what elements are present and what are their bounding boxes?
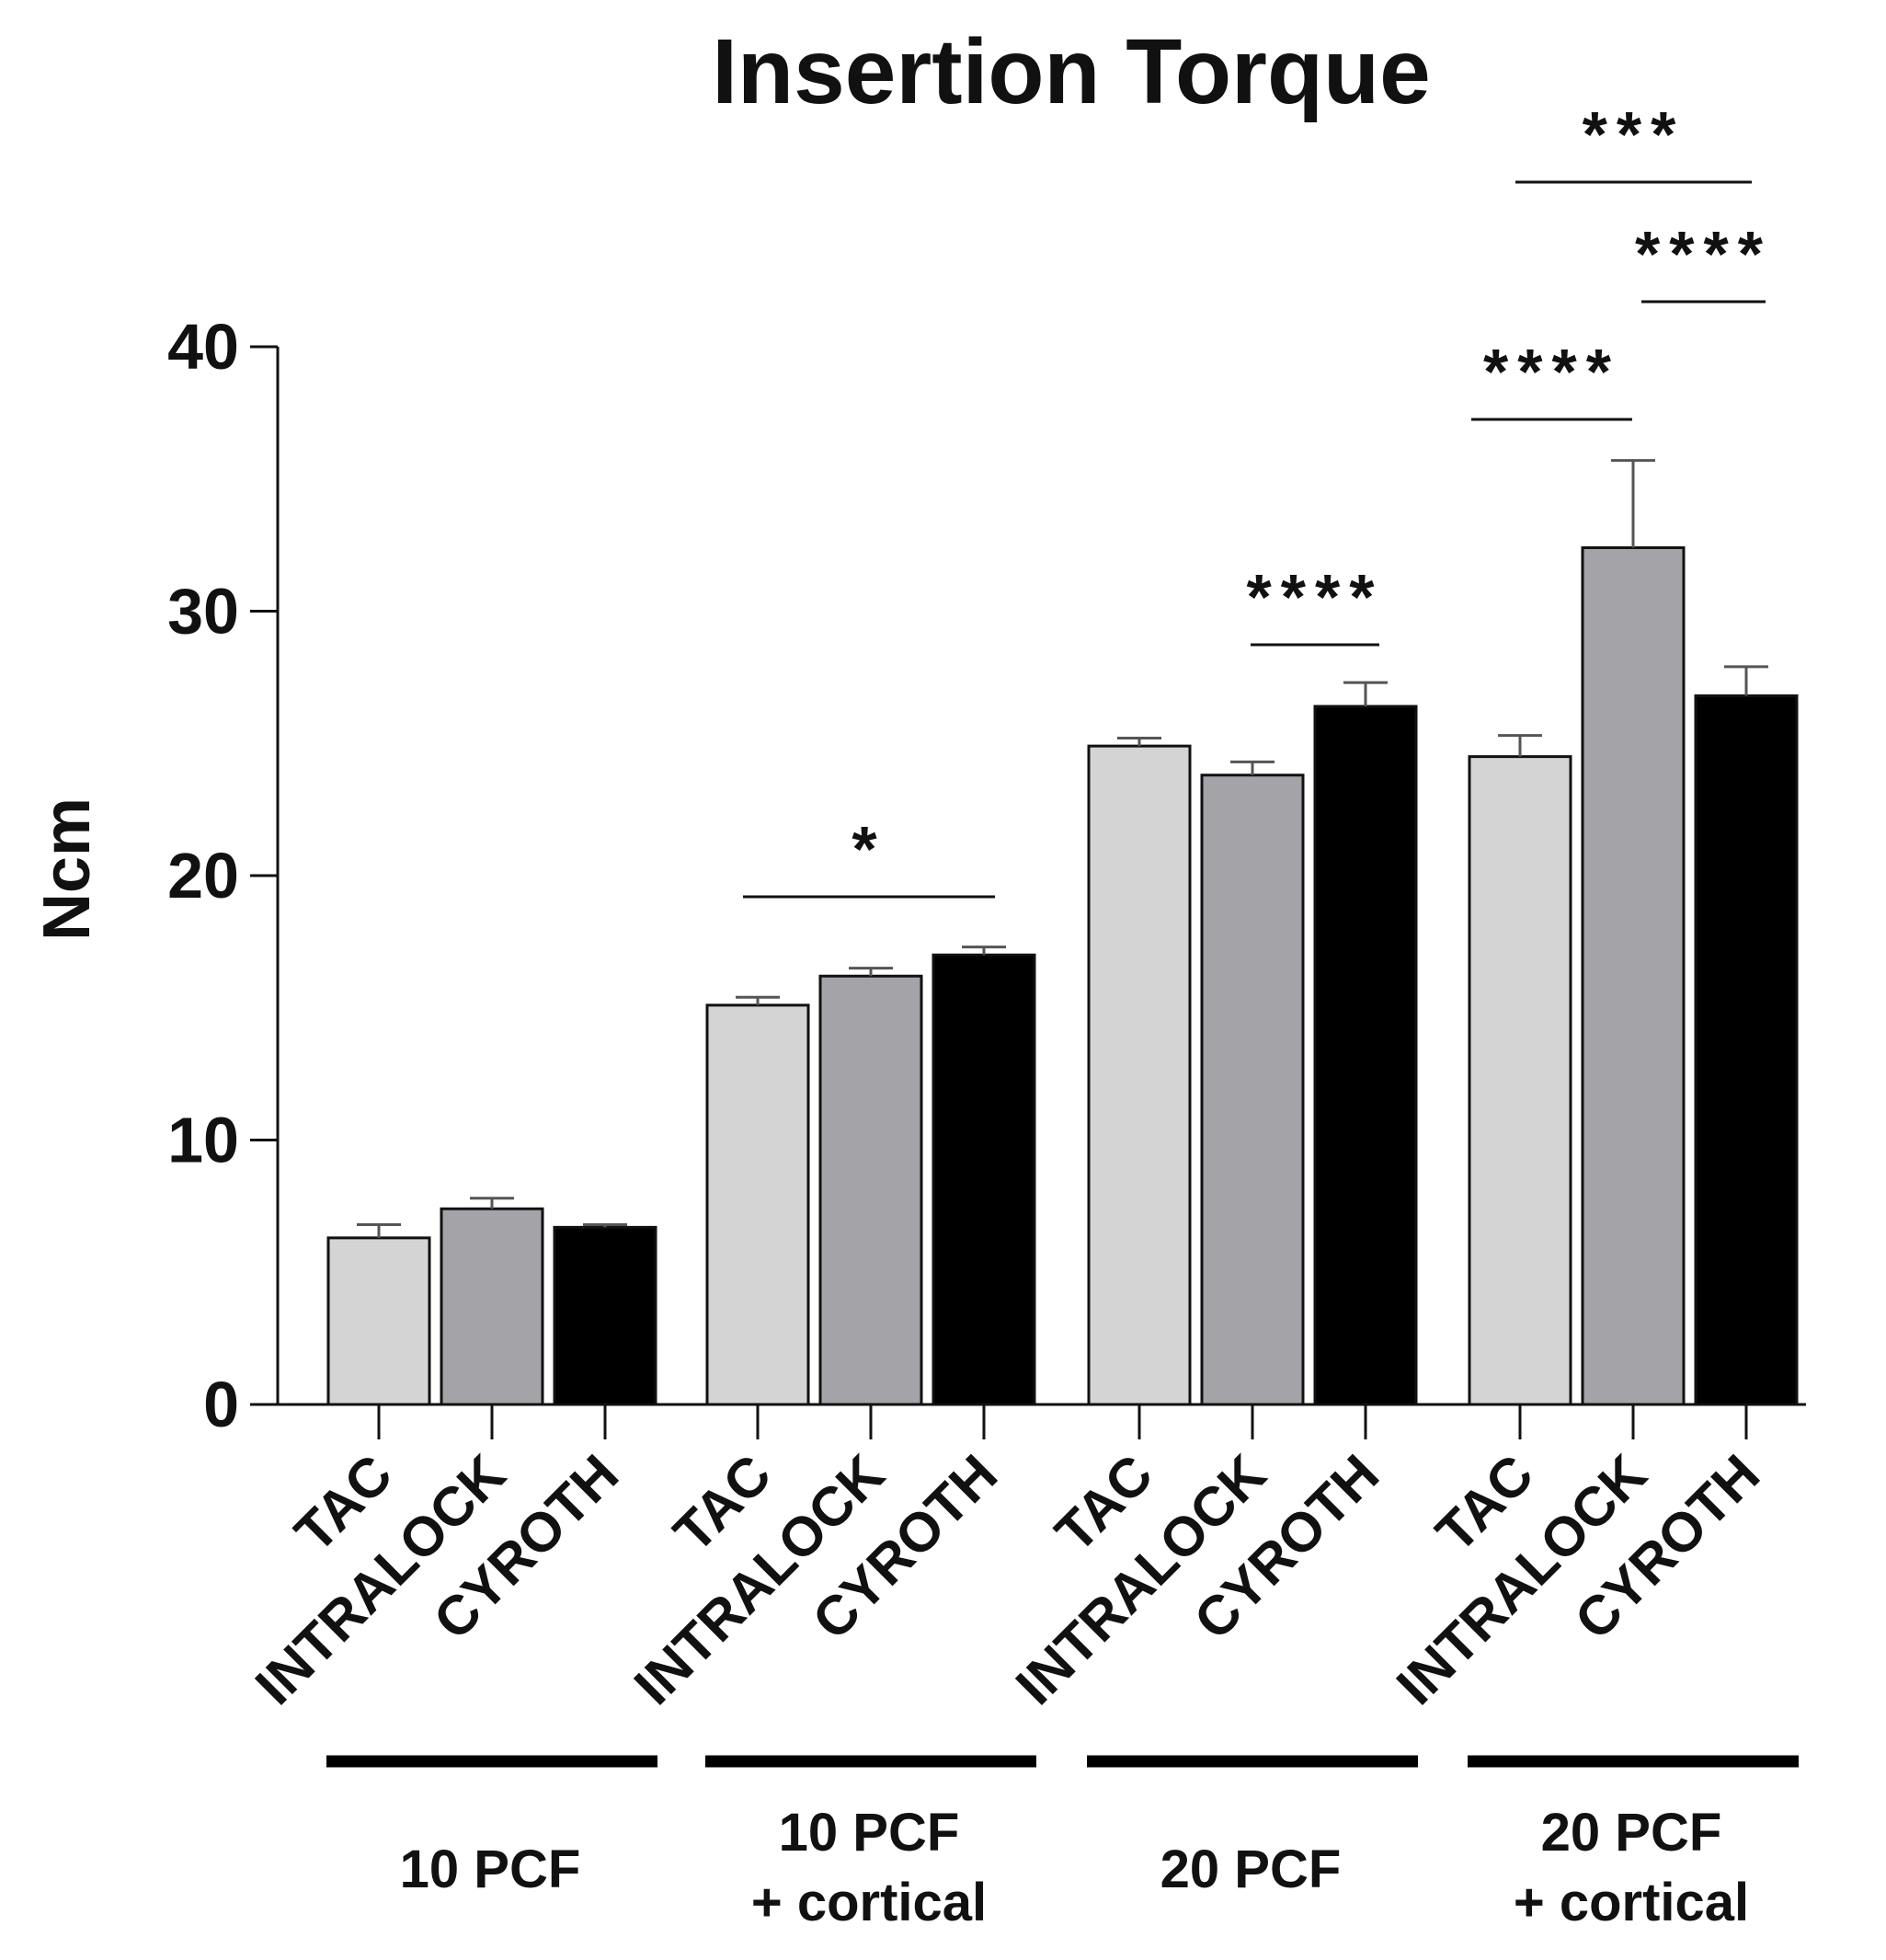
significance-stars: **** bbox=[1247, 561, 1384, 633]
bar-cyroth bbox=[1694, 694, 1799, 1406]
bar-intralock bbox=[440, 1207, 544, 1406]
bars bbox=[326, 546, 1799, 1406]
y-axis-label: Ncm bbox=[30, 797, 104, 941]
y-tick-label: 30 bbox=[167, 576, 239, 648]
bar-intralock bbox=[1581, 546, 1686, 1406]
group-label-line1: 10 PCF bbox=[779, 1803, 960, 1863]
bar-intralock bbox=[818, 974, 923, 1406]
group-label: 20 PCF bbox=[1160, 1840, 1342, 1899]
significance-stars: **** bbox=[1483, 336, 1620, 407]
bar-tac bbox=[326, 1236, 431, 1406]
bar-tac bbox=[705, 1003, 810, 1406]
y-axis: 0 10 20 30 40 bbox=[167, 311, 280, 1440]
y-tick-label: 10 bbox=[167, 1105, 239, 1176]
y-tick-label: 20 bbox=[167, 840, 239, 911]
bar-cyroth bbox=[932, 953, 1036, 1406]
significance-stars: **** bbox=[1635, 218, 1772, 290]
group-label-line1: 20 PCF bbox=[1541, 1803, 1722, 1863]
significance-stars: * bbox=[852, 813, 886, 885]
chart-title: Insertion Torque bbox=[712, 20, 1431, 123]
error-bars bbox=[357, 459, 1768, 1238]
significance-annotations: **************** bbox=[743, 98, 1772, 899]
bar-cyroth bbox=[553, 1225, 657, 1406]
group-label: 10 PCF bbox=[400, 1840, 581, 1899]
y-tick-label: 0 bbox=[203, 1369, 239, 1440]
x-axis bbox=[250, 1403, 1806, 1439]
bar-intralock bbox=[1200, 774, 1305, 1406]
group-label-line2: + cortical bbox=[1514, 1873, 1749, 1932]
significance-stars: *** bbox=[1583, 98, 1686, 170]
bar-cyroth bbox=[1313, 705, 1418, 1406]
bar-tac bbox=[1468, 755, 1572, 1406]
bar-tac bbox=[1087, 744, 1192, 1406]
group-labels: 10 PCF 10 PCF + cortical 20 PCF 20 PCF + cort… bbox=[326, 1755, 1799, 1932]
y-tick-label: 40 bbox=[167, 311, 239, 383]
group-label-line2: + cortical bbox=[751, 1873, 987, 1932]
